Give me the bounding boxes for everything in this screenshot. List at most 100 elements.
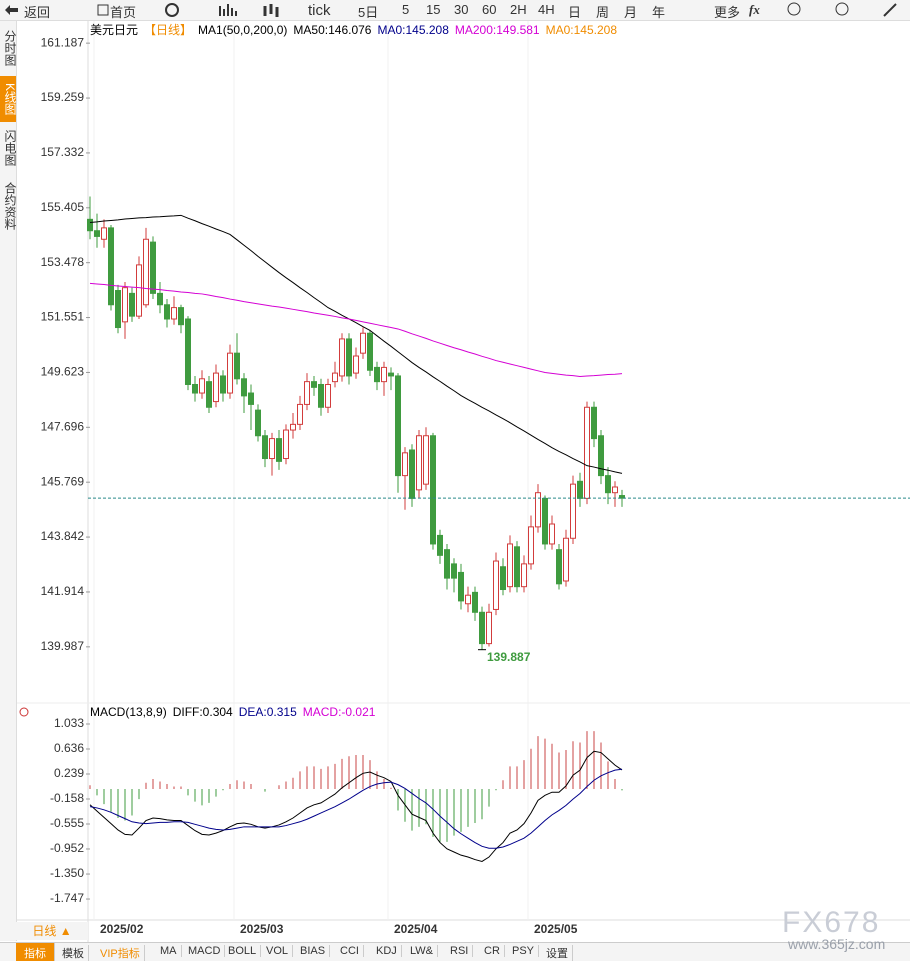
home-icon	[97, 4, 109, 16]
candle-body	[444, 549, 450, 579]
period-selector[interactable]: 日线 ▲	[16, 922, 88, 940]
indicator-tab[interactable]: 设置	[542, 945, 573, 961]
indicator-tab[interactable]: CCI	[336, 945, 364, 957]
toolbar-button[interactable]: 周	[596, 5, 610, 20]
y-tick-label: 157.332	[41, 145, 85, 159]
candle-body	[213, 372, 219, 403]
toolbar-button[interactable]: 30	[454, 2, 469, 17]
candle-body	[402, 452, 408, 477]
toolbar: 返回 首页 tick 5日 5 15 30 60 2H 4H 日周月年 更多 fx	[0, 0, 910, 21]
candle-body	[150, 241, 156, 294]
y-tick-label: 145.769	[41, 474, 85, 488]
legend-entry: MA0:145.208	[546, 23, 618, 37]
indicator-tab[interactable]: VOL	[262, 945, 294, 957]
candle-body	[409, 449, 415, 499]
refresh-icon[interactable]	[165, 3, 179, 17]
toolbar-button[interactable]: tick	[308, 2, 331, 19]
toolbar-button[interactable]: 5日	[358, 5, 379, 20]
indicator-tab[interactable]: KDJ	[372, 945, 402, 957]
watermark-site: www.365jz.com	[788, 936, 886, 952]
indicator-tab[interactable]: BIAS	[296, 945, 331, 957]
candle-body	[171, 307, 177, 320]
indicator-tab[interactable]: MACD	[184, 945, 226, 957]
toolbar-button[interactable]: 日	[568, 5, 582, 20]
candle-body	[437, 534, 443, 556]
candle-body	[353, 355, 359, 374]
y-tick-label: 147.696	[41, 419, 85, 433]
candle-body	[262, 435, 268, 460]
toolbar-button[interactable]: 首页	[110, 5, 137, 20]
y-tick-label: 151.551	[41, 310, 85, 324]
indicator-tab[interactable]: RSI	[446, 945, 474, 957]
candle-body	[332, 372, 338, 383]
candle-body	[157, 292, 163, 306]
toolbar-button[interactable]: fx	[749, 2, 760, 17]
candle-body	[297, 403, 303, 425]
macd-line	[89, 750, 623, 862]
indicator-tab[interactable]: 模板	[58, 945, 89, 961]
candle-body	[416, 435, 422, 491]
ma-line	[89, 214, 623, 474]
y-tick-label: 161.187	[41, 35, 85, 49]
legend-entry: 【日线】	[144, 23, 192, 37]
candle-body	[458, 571, 464, 602]
candle-body	[451, 563, 457, 579]
candle-body	[115, 290, 121, 329]
indicator-tab[interactable]: MA	[156, 945, 182, 957]
candle-body	[507, 543, 513, 588]
candle-body	[479, 611, 485, 645]
y-tick-label: 155.405	[41, 200, 85, 214]
candle-body	[108, 227, 114, 306]
indicator-tab[interactable]: LW&	[406, 945, 439, 957]
toolbar-button[interactable]: 60	[482, 2, 497, 17]
candle-body	[129, 292, 135, 317]
toolbar-button[interactable]: 5	[402, 2, 410, 17]
y-tick-label: -0.555	[50, 816, 84, 830]
y-tick-label: -0.952	[50, 841, 84, 855]
macd-line	[89, 768, 623, 849]
candle-body	[556, 549, 562, 585]
x-tick-label: 2025/05	[534, 922, 578, 936]
candle-body	[591, 406, 597, 440]
candle-body	[374, 366, 380, 383]
candle-body	[570, 483, 576, 539]
legend-entry: MA50:146.076	[293, 23, 371, 37]
candle-body	[283, 429, 289, 460]
candle-body	[535, 492, 541, 528]
toolbar-button[interactable]: 月	[624, 5, 638, 20]
legend-entry: MA1(50,0,200,0)	[198, 23, 287, 37]
side-tab[interactable]: 闪电图	[3, 130, 17, 166]
toolbar-button[interactable]: 年	[652, 5, 666, 20]
y-tick-label: 143.842	[41, 529, 85, 543]
candle-body	[290, 423, 296, 431]
legend-entry: DIFF:0.304	[173, 705, 233, 719]
legend-entry: MACD:-0.021	[303, 705, 376, 719]
zoom-in-icon[interactable]	[835, 2, 849, 16]
side-tab[interactable]: 分时图	[3, 30, 17, 66]
candle-body	[339, 338, 345, 377]
toolbar-button[interactable]: 15	[426, 2, 441, 17]
toolbar-button[interactable]: 更多	[714, 5, 741, 20]
bar-chart-icon[interactable]	[219, 4, 237, 16]
candle-body	[178, 307, 184, 326]
zoom-out-icon[interactable]	[787, 2, 801, 16]
candle-body	[521, 563, 527, 588]
side-tab[interactable]: 合约资料	[3, 182, 17, 230]
indicator-bar: 指标 模板 VIP指标 MA MACD BOLL VOL BIAS CCI KDJ LW& RSI CR…	[0, 942, 910, 961]
toolbar-button[interactable]: 返回	[24, 5, 51, 20]
draw-icon[interactable]	[883, 3, 897, 17]
candle-body	[248, 392, 254, 405]
toolbar-button[interactable]: 4H	[538, 2, 555, 17]
candle-body	[486, 611, 492, 645]
x-tick-label: 2025/04	[394, 922, 438, 936]
candle-body	[136, 264, 142, 317]
indicator-tab[interactable]: 指标	[16, 943, 55, 961]
indicator-tab[interactable]: BOLL	[224, 945, 262, 957]
indicator-tab[interactable]: VIP指标	[96, 945, 145, 961]
side-tab[interactable]: K线图	[0, 76, 17, 122]
indicator-tab[interactable]: CR	[480, 945, 505, 957]
toolbar-button[interactable]: 2H	[510, 2, 527, 17]
x-tick-label: 2025/02	[100, 922, 144, 936]
candle-icon[interactable]	[263, 4, 279, 17]
indicator-tab[interactable]: PSY	[508, 945, 540, 957]
